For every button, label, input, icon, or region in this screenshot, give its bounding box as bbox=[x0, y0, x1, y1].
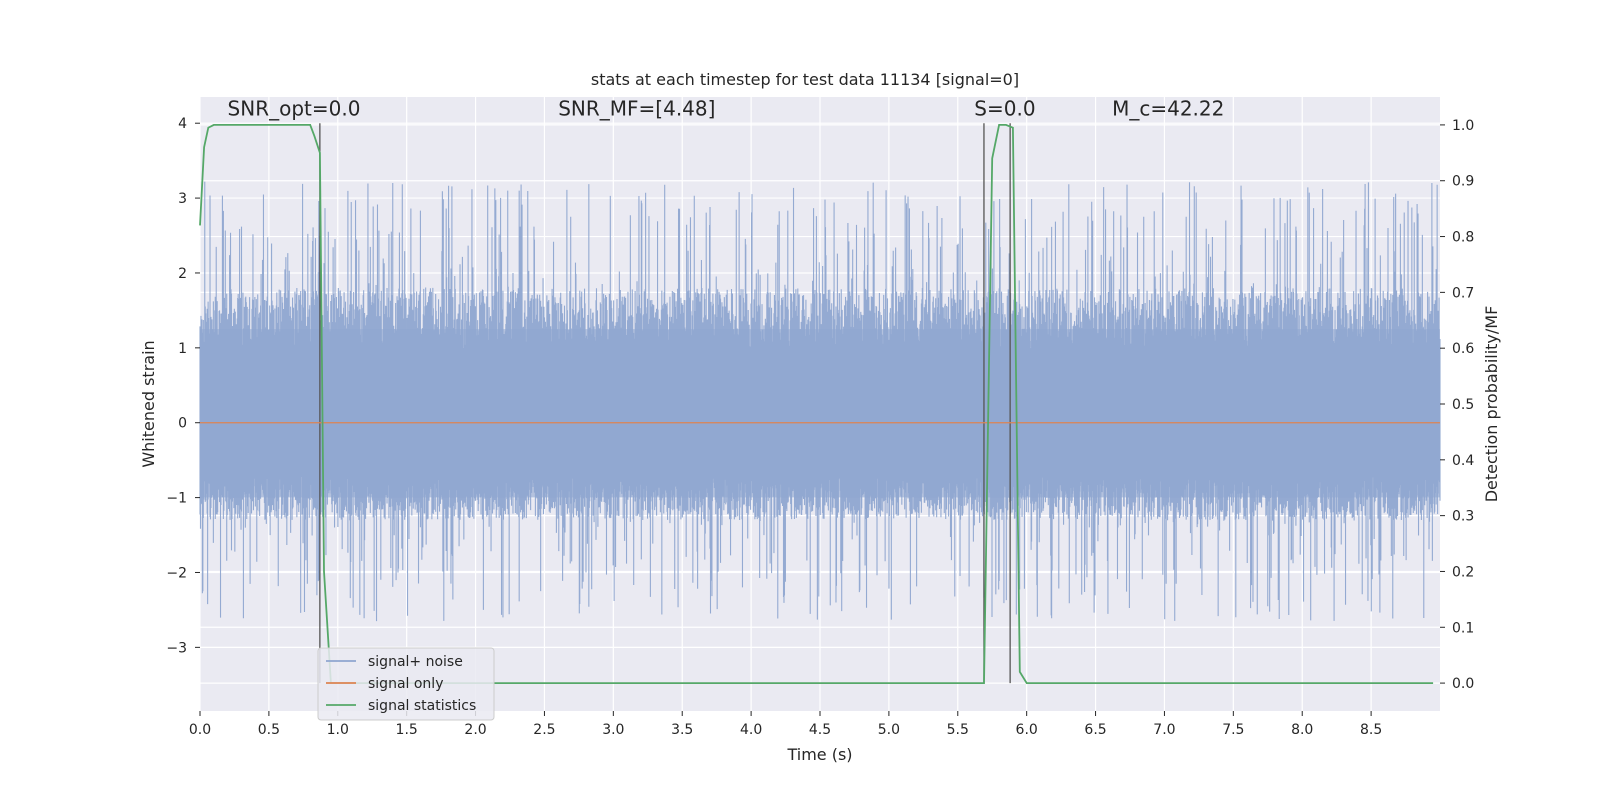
y2-tick-label: 0.0 bbox=[1452, 676, 1474, 692]
y-ticks: 4 3 2 1 0 −1 −2 −3 bbox=[166, 116, 200, 656]
y2-tick-label: 0.8 bbox=[1452, 230, 1474, 246]
y-tick-label: −3 bbox=[166, 640, 187, 656]
y2-tick-label: 0.5 bbox=[1452, 397, 1474, 413]
y-tick-label: 2 bbox=[178, 266, 187, 282]
y-tick-label: 1 bbox=[178, 341, 187, 357]
x-tick-label: 0.5 bbox=[258, 722, 280, 738]
x-tick-label: 6.5 bbox=[1084, 722, 1106, 738]
x-tick-label: 0.0 bbox=[189, 722, 211, 738]
y2-axis-label: Detection probability/MF bbox=[1482, 306, 1501, 503]
y-tick-label: −2 bbox=[166, 565, 187, 581]
legend-label-signal: signal only bbox=[368, 676, 443, 692]
y-tick-label: −1 bbox=[166, 491, 187, 507]
annotation-chirp-mass: M_c=42.22 bbox=[1112, 97, 1224, 121]
annotation-snr-mf: SNR_MF=[4.48] bbox=[558, 97, 715, 121]
y2-ticks: 1.0 0.9 0.8 0.7 0.6 0.5 0.4 0.3 0.2 0.1 0.0 bbox=[1440, 118, 1474, 692]
x-tick-label: 3.5 bbox=[671, 722, 693, 738]
x-tick-label: 3.0 bbox=[602, 722, 624, 738]
annotation-snr-opt: SNR_opt=0.0 bbox=[228, 97, 361, 121]
x-tick-label: 4.5 bbox=[809, 722, 831, 738]
x-tick-label: 7.0 bbox=[1153, 722, 1175, 738]
y2-tick-label: 0.4 bbox=[1452, 453, 1474, 469]
y-tick-label: 4 bbox=[178, 116, 187, 132]
y2-tick-label: 0.9 bbox=[1452, 174, 1474, 190]
x-tick-label: 8.0 bbox=[1291, 722, 1313, 738]
y2-tick-label: 0.1 bbox=[1452, 620, 1474, 636]
x-tick-label: 8.5 bbox=[1360, 722, 1382, 738]
annotation-s-value: S=0.0 bbox=[974, 97, 1035, 121]
y-tick-label: 3 bbox=[178, 191, 187, 207]
legend: signal+ noise signal only signal statist… bbox=[317, 647, 495, 721]
legend-label-noise: signal+ noise bbox=[368, 654, 463, 670]
x-ticks: 0.0 0.5 1.0 1.5 2.0 2.5 3.0 3.5 4.0 4.5 5.0 5.5 6.0 6… bbox=[189, 711, 1382, 738]
y2-tick-label: 0.7 bbox=[1452, 285, 1474, 301]
series-signal-statistics bbox=[199, 124, 1434, 684]
x-tick-label: 5.5 bbox=[947, 722, 969, 738]
x-tick-label: 2.5 bbox=[533, 722, 555, 738]
x-tick-label: 7.5 bbox=[1222, 722, 1244, 738]
x-tick-label: 5.0 bbox=[878, 722, 900, 738]
statistics-line bbox=[199, 124, 1434, 684]
annotations: SNR_opt=0.0 SNR_MF=[4.48] S=0.0 M_c=42.22 bbox=[228, 97, 1225, 121]
y-tick-label: 0 bbox=[178, 416, 187, 432]
y-axis-label: Whitened strain bbox=[139, 340, 158, 467]
y2-tick-label: 1.0 bbox=[1452, 118, 1474, 134]
noise-band bbox=[200, 329, 1440, 498]
series-signal-noise bbox=[199, 181, 1441, 622]
y2-tick-label: 0.3 bbox=[1452, 509, 1474, 525]
x-axis-label: Time (s) bbox=[786, 745, 852, 764]
x-tick-label: 1.5 bbox=[396, 722, 418, 738]
x-tick-label: 6.0 bbox=[1016, 722, 1038, 738]
y2-tick-label: 0.2 bbox=[1452, 564, 1474, 580]
legend-box bbox=[317, 647, 495, 721]
x-tick-label: 4.0 bbox=[740, 722, 762, 738]
x-tick-label: 2.0 bbox=[464, 722, 486, 738]
x-tick-label: 1.0 bbox=[327, 722, 349, 738]
legend-label-stats: signal statistics bbox=[368, 698, 476, 714]
y2-tick-label: 0.6 bbox=[1452, 341, 1474, 357]
chart-title: stats at each timestep for test data 111… bbox=[591, 70, 1019, 89]
